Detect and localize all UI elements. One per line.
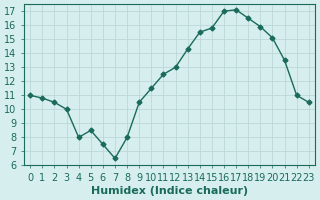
X-axis label: Humidex (Indice chaleur): Humidex (Indice chaleur) [91, 186, 248, 196]
